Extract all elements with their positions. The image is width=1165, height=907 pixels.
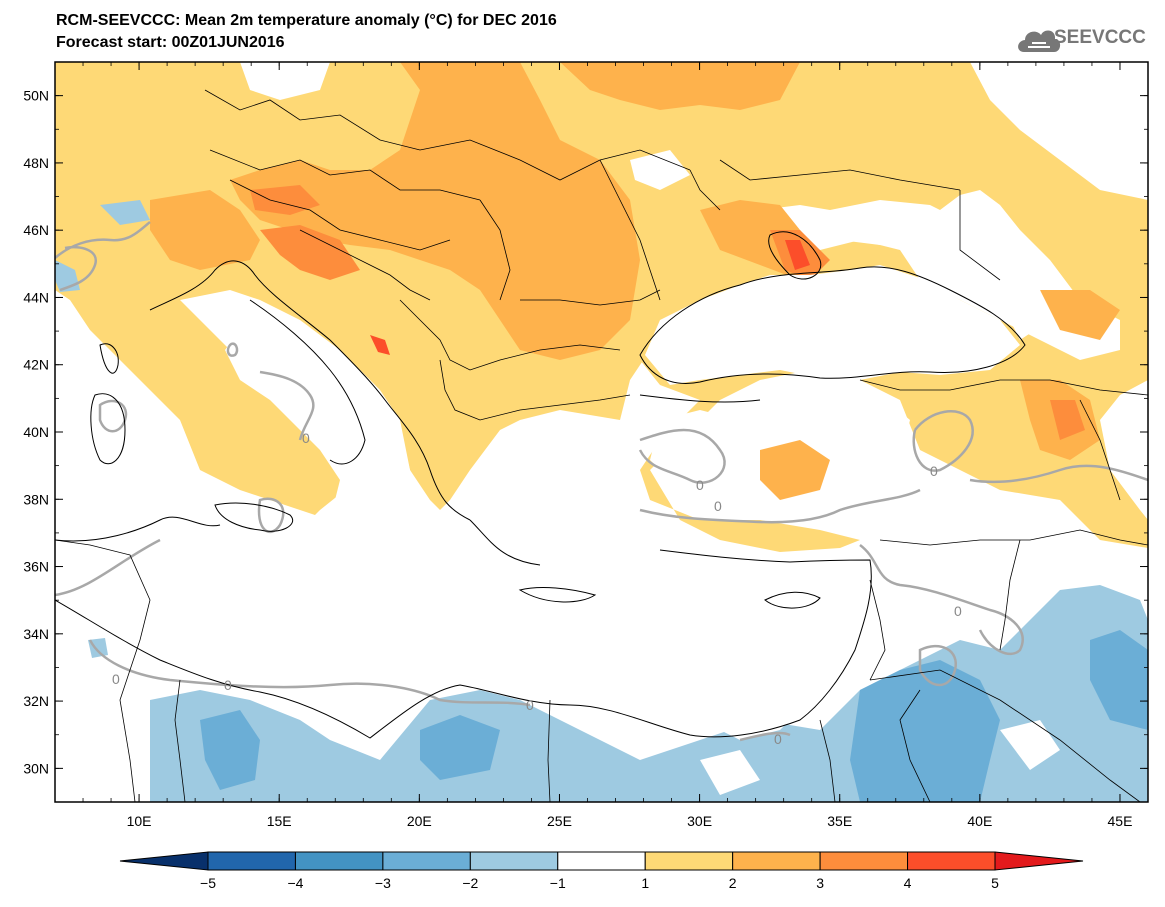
lat-tick-label: 40N <box>23 424 49 440</box>
land-hole-sinai <box>700 750 760 795</box>
lat-tick-label: 38N <box>23 491 49 507</box>
map-plot-area <box>55 62 1148 802</box>
lon-tick-label: 10E <box>127 813 152 829</box>
land-hole-azov <box>830 200 960 245</box>
land-hole-north2 <box>970 62 1148 200</box>
land-hole-anatolia <box>840 395 910 470</box>
anomaly-zone-3-4-austria <box>250 185 320 215</box>
anomaly-zone-m2-m3-east <box>1090 630 1148 730</box>
colorbar-label: −5 <box>200 875 216 891</box>
colorbar-segment <box>207 851 296 871</box>
zero-contours <box>55 221 1148 742</box>
anomaly-zone-m2-m3-libya <box>200 710 260 790</box>
anomaly-zone-2-3-italy <box>150 190 260 270</box>
colorbar-label: 4 <box>904 875 912 891</box>
colorbar-segment <box>819 851 909 871</box>
mediterranean-sea <box>55 430 865 740</box>
colorbar-label: 1 <box>641 875 649 891</box>
colorbar-label: −1 <box>550 875 566 891</box>
lon-tick-label: 40E <box>967 813 992 829</box>
logo-text: SEEVCCC <box>1054 27 1146 48</box>
adriatic-tyrrhenian-sea <box>180 290 395 470</box>
longitude-axis: 10E 15E 20E 25E 30E 35E 40E 45E <box>54 62 1149 829</box>
cloud-icon <box>1018 30 1061 52</box>
colorbar-label: 3 <box>816 875 824 891</box>
colorbar-label: −2 <box>462 875 478 891</box>
anomaly-zone-4-5-crimea <box>785 240 810 270</box>
lat-tick-label: 50N <box>23 88 49 104</box>
lat-tick-label: 32N <box>23 693 49 709</box>
colorbar-label: 5 <box>991 875 999 891</box>
lat-tick-label: 34N <box>23 626 49 642</box>
land-hole-north1 <box>240 62 330 100</box>
anomaly-zone-m1-m2-alps <box>100 200 150 225</box>
colorbar-segment <box>469 851 559 871</box>
contour-label: 0 <box>714 498 722 514</box>
colorbar-label: −3 <box>375 875 391 891</box>
lon-tick-label: 35E <box>827 813 852 829</box>
colorbar-segment <box>732 851 821 871</box>
colorbar-segment <box>557 851 646 871</box>
colorbar-segment <box>294 851 384 871</box>
colorbar-label: 2 <box>729 875 737 891</box>
colorbar-segment <box>907 851 996 871</box>
lat-tick-label: 30N <box>23 760 49 776</box>
anomaly-zone-3-4-croatia <box>260 225 360 280</box>
contour-label: 0 <box>112 671 120 687</box>
lat-tick-label: 44N <box>23 289 49 305</box>
lat-tick-label: 36N <box>23 559 49 575</box>
land-hole-arabia <box>1000 720 1060 770</box>
anomaly-zone-2-3-east <box>1040 290 1120 340</box>
land-hole-ukraine <box>630 150 690 190</box>
contour-label: 0 <box>696 477 704 493</box>
colorbar-label: −4 <box>287 875 303 891</box>
anomaly-zone-2-3-north <box>560 62 800 110</box>
anomaly-zone-m2-m3-egypt <box>420 715 500 780</box>
lat-tick-label: 48N <box>23 155 49 171</box>
anomaly-zone-m2-m3-arabia <box>850 660 1000 802</box>
black-sea <box>645 265 1020 385</box>
contour-label: 0 <box>224 677 232 693</box>
contour-label: 0 <box>954 603 962 619</box>
contour-label: 0 <box>930 463 938 479</box>
anomaly-zone-2-3-turkey <box>760 440 830 500</box>
map-title: RCM-SEEVCCC: Mean 2m temperature anomaly… <box>56 12 557 29</box>
lat-tick-label: 46N <box>23 222 49 238</box>
contour-labels: 0 0 0 0 0 0 0 0 0 <box>112 430 962 747</box>
colorbar: −5 −4 −3 −2 −1 1 2 3 4 5 <box>119 851 1084 891</box>
anomaly-zone-2-3-balkans <box>230 62 640 360</box>
latitude-axis: 30N 32N 34N 36N 38N 40N 42N 44N 46N 48N 50N <box>23 61 1148 803</box>
colorbar-segment <box>119 851 209 871</box>
lon-tick-label: 30E <box>687 813 712 829</box>
forecast-start: Forecast start: 00Z01JUN2016 <box>56 34 285 51</box>
contour-label: 0 <box>302 430 310 446</box>
colorbar-segment <box>994 851 1084 871</box>
anomaly-zone-3-4-caucasus <box>1050 400 1085 440</box>
lon-tick-label: 20E <box>407 813 432 829</box>
coastlines <box>55 231 1026 739</box>
contour-label: 0 <box>526 697 534 713</box>
lon-tick-label: 25E <box>547 813 572 829</box>
anomaly-zone-4-5-adriatic <box>370 335 390 355</box>
land-hole-east <box>1000 290 1050 340</box>
lon-tick-label: 45E <box>1108 813 1133 829</box>
lat-tick-label: 42N <box>23 357 49 373</box>
lon-tick-label: 15E <box>267 813 292 829</box>
colorbar-segment <box>382 851 471 871</box>
colorbar-segment <box>644 851 734 871</box>
contour-label: 0 <box>774 731 782 747</box>
country-borders <box>55 89 1148 802</box>
